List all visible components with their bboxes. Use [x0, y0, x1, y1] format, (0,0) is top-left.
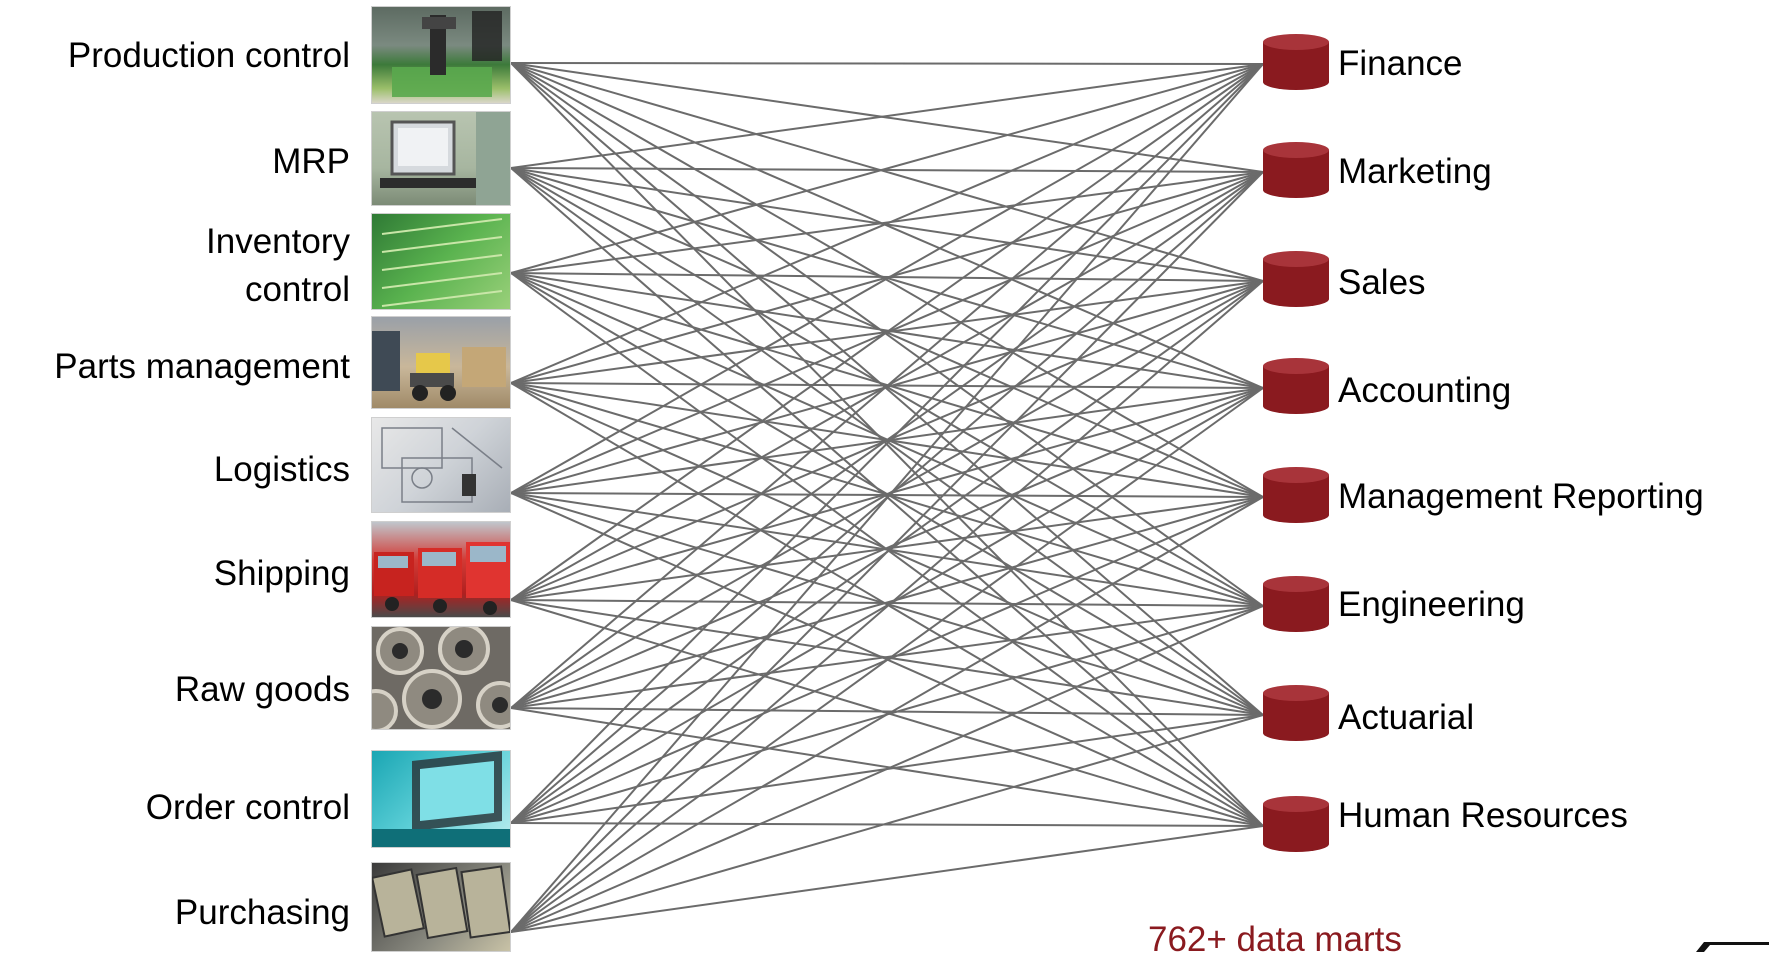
- production-control-photo: [371, 6, 511, 104]
- destination-label-finance: Finance: [1338, 44, 1463, 83]
- connector-line-5-0: [510, 63, 1264, 601]
- database-cylinder-icon: [1263, 685, 1329, 741]
- destination-label-management-reporting: Management Reporting: [1338, 477, 1704, 516]
- destination-label-human-resources: Human Resources: [1338, 796, 1628, 835]
- data-marts-count-note: 762+ data marts: [1148, 920, 1402, 959]
- purchasing-photo: [371, 862, 511, 952]
- raw-goods-photo: [371, 626, 511, 730]
- connector-line-6-6: [510, 707, 1264, 716]
- forklift-icon: [372, 331, 506, 401]
- destination-label-engineering: Engineering: [1338, 585, 1525, 624]
- connector-line-2-3: [510, 272, 1264, 389]
- database-cylinder-icon: [1263, 142, 1329, 198]
- inventory-control-photo: [371, 213, 511, 310]
- connector-line-6-2: [510, 280, 1264, 709]
- circuit-boards-rack-icon: [381, 218, 503, 307]
- blueprints-icon: [381, 427, 503, 503]
- connector-line-8-4: [510, 496, 1264, 933]
- steel-coils-icon: [372, 627, 510, 729]
- connector-line-2-0: [510, 63, 1264, 274]
- terminal-screen-icon: [372, 751, 510, 847]
- connector-line-8-6: [510, 714, 1264, 933]
- connector-line-0-6: [510, 62, 1264, 716]
- connector-line-4-0: [510, 63, 1264, 494]
- destination-label-accounting: Accounting: [1338, 371, 1512, 410]
- connector-line-0-4: [510, 62, 1264, 498]
- circuit-board-machine-icon: [392, 11, 502, 97]
- database-cylinder-icon: [1263, 576, 1329, 632]
- source-label-mrp: MRP: [272, 142, 350, 181]
- source-label-inventory-control: Inventory control: [206, 222, 350, 309]
- source-label-parts-management: Parts management: [54, 347, 350, 386]
- destination-label-marketing: Marketing: [1338, 152, 1492, 191]
- connector-line-8-7: [510, 825, 1264, 933]
- connector-line-6-7: [510, 707, 1264, 827]
- connector-line-8-1: [510, 171, 1264, 933]
- connector-line-0-2: [510, 62, 1264, 282]
- cash-drawer-icon: [372, 865, 510, 940]
- connector-line-8-5: [510, 605, 1264, 933]
- connector-line-3-0: [510, 63, 1264, 384]
- order-control-photo: [371, 750, 511, 848]
- source-label-purchasing: Purchasing: [174, 893, 350, 932]
- destination-label-sales: Sales: [1338, 263, 1426, 302]
- database-cylinder-icon: [1263, 251, 1329, 307]
- connector-line-0-0: [510, 62, 1264, 65]
- source-label-production-control: Production control: [67, 36, 350, 75]
- source-label-raw-goods: Raw goods: [174, 670, 350, 709]
- connector-line-7-0: [510, 63, 1264, 824]
- logistics-photo: [371, 417, 511, 513]
- database-cylinder-icon: [1263, 796, 1329, 852]
- connector-line-1-0: [510, 63, 1264, 169]
- source-label-shipping: Shipping: [213, 554, 350, 593]
- logo-fragment-icon: [1696, 942, 1769, 952]
- source-label-order-control: Order control: [145, 788, 350, 827]
- connector-line-8-2: [510, 280, 1264, 933]
- connector-line-6-3: [510, 387, 1264, 709]
- connector-line-8-0: [510, 63, 1264, 933]
- parts-management-photo: [371, 316, 511, 409]
- mrp-photo: [371, 111, 511, 206]
- database-cylinder-icon: [1263, 34, 1329, 90]
- connector-line-8-3: [510, 387, 1264, 933]
- connector-line-0-5: [510, 62, 1264, 607]
- source-label-logistics: Logistics: [213, 450, 350, 489]
- database-cylinder-icon: [1263, 467, 1329, 523]
- destination-label-actuarial: Actuarial: [1338, 698, 1475, 737]
- connector-line-6-1: [510, 171, 1264, 709]
- red-trucks-icon: [374, 542, 510, 615]
- computer-workstation-icon: [380, 112, 510, 205]
- connector-line-6-4: [510, 496, 1264, 709]
- shipping-photo: [371, 521, 511, 618]
- connector-line-6-5: [510, 605, 1264, 709]
- database-cylinder-icon: [1263, 358, 1329, 414]
- connector-line-6-0: [510, 63, 1264, 709]
